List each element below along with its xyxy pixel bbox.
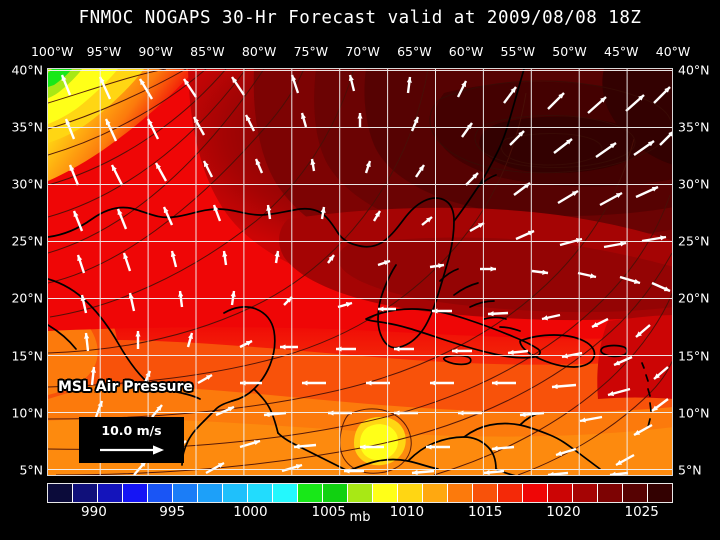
colorbar-swatch-13 bbox=[373, 484, 398, 502]
colorbar-swatch-16 bbox=[448, 484, 473, 502]
latitude-axis-left-tick-7: 5°N bbox=[19, 462, 43, 478]
latitude-axis-right-tick-0: 40°N bbox=[678, 62, 710, 77]
colorbar-swatch-8 bbox=[248, 484, 273, 502]
colorbar-swatch-22 bbox=[598, 484, 623, 502]
colorbar-tick-1005: 1005 bbox=[311, 504, 346, 520]
latitude-axis-right: 40°N 35°N 30°N 25°N 20°N 15°N 10°N 5°N bbox=[675, 62, 720, 478]
colorbar-swatch-17 bbox=[473, 484, 498, 502]
colorbar-unit-label: mb bbox=[349, 510, 371, 525]
colorbar: 990 995 1000 1005 1010 1015 1020 1025 bbox=[47, 483, 673, 520]
colorbar-swatch-10 bbox=[298, 484, 323, 502]
longitude-tick-10: 50°W bbox=[552, 44, 587, 59]
colorbar-swatch-21 bbox=[573, 484, 598, 502]
colorbar-swatch-20 bbox=[548, 484, 573, 502]
colorbar-swatch-6 bbox=[198, 484, 223, 502]
wind-vector-legend: 10.0 m/s bbox=[79, 417, 184, 463]
colorbar-swatch-11 bbox=[323, 484, 348, 502]
longitude-tick-6: 70°W bbox=[345, 44, 380, 59]
latitude-axis-left-tick-2: 30°N bbox=[11, 176, 43, 192]
map-gridlines bbox=[48, 69, 672, 475]
longitude-tick-0: 100°W bbox=[30, 44, 74, 59]
latitude-axis-right-tick-2: 30°N bbox=[678, 176, 710, 192]
colorbar-swatch-19 bbox=[523, 484, 548, 502]
longitude-tick-12: 40°W bbox=[655, 44, 691, 59]
colorbar-swatch-24 bbox=[648, 484, 672, 502]
longitude-tick-11: 45°W bbox=[604, 44, 639, 59]
colorbar-swatch-3 bbox=[123, 484, 148, 502]
field-label: MSL Air Pressure bbox=[58, 379, 193, 395]
latitude-axis-right-tick-6: 10°N bbox=[678, 405, 710, 421]
longitude-tick-9: 55°W bbox=[500, 44, 536, 59]
longitude-tick-4: 80°W bbox=[241, 44, 277, 59]
latitude-axis-left-tick-1: 35°N bbox=[11, 119, 43, 135]
latitude-axis-right-tick-1: 35°N bbox=[678, 119, 710, 135]
colorbar-tick-1025: 1025 bbox=[624, 504, 659, 520]
longitude-tick-8: 60°W bbox=[448, 44, 484, 59]
colorbar-tick-1000: 1000 bbox=[233, 504, 268, 520]
latitude-axis-right-tick-7: 5°N bbox=[678, 462, 702, 478]
map-plot-area: MSL Air Pressure 10.0 m/s bbox=[47, 68, 673, 476]
pressure-field-and-wind-vectors bbox=[48, 69, 672, 475]
colorbar-tick-1010: 1010 bbox=[389, 504, 425, 520]
longitude-axis: 100°W 95°W 90°W 85°W 80°W 75°W 70°W 65°W 60°W 55°… bbox=[31, 44, 690, 62]
colorbar-swatch-18 bbox=[498, 484, 523, 502]
longitude-tick-5: 75°W bbox=[293, 44, 329, 59]
colorbar-tick-990: 990 bbox=[81, 504, 107, 520]
colorbar-tick-labels: 990 995 1000 1005 1010 1015 1020 1025 bbox=[47, 504, 673, 522]
colorbar-swatch-12 bbox=[348, 484, 373, 502]
figure-title: FNMOC NOGAPS 30-Hr Forecast valid at 200… bbox=[78, 8, 642, 28]
wind-vector-legend-arrow-icon bbox=[100, 445, 164, 455]
latitude-axis-right-tick-4: 20°N bbox=[678, 290, 710, 306]
colorbar-swatch-0 bbox=[48, 484, 73, 502]
colorbar-swatch-1 bbox=[73, 484, 98, 502]
colorbar-tick-1020: 1020 bbox=[546, 504, 581, 520]
colorbar-tick-995: 995 bbox=[159, 504, 186, 520]
colorbar-swatch-7 bbox=[223, 484, 248, 502]
longitude-tick-3: 85°W bbox=[190, 44, 225, 59]
latitude-axis-right-tick-3: 25°N bbox=[678, 233, 710, 249]
wind-vector-legend-magnitude: 10.0 m/s bbox=[101, 423, 162, 438]
longitude-tick-7: 65°W bbox=[397, 44, 432, 59]
colorbar-swatch-23 bbox=[623, 484, 648, 502]
latitude-axis-left-tick-3: 25°N bbox=[11, 233, 43, 249]
latitude-axis-right-tick-5: 15°N bbox=[678, 348, 710, 364]
colorbar-swatches bbox=[47, 483, 673, 503]
longitude-tick-2: 90°W bbox=[138, 44, 173, 59]
colorbar-swatch-14 bbox=[398, 484, 423, 502]
colorbar-swatch-5 bbox=[173, 484, 198, 502]
latitude-axis-left-tick-6: 10°N bbox=[11, 405, 43, 421]
latitude-axis-left-tick-5: 15°N bbox=[11, 348, 43, 364]
latitude-axis-left-tick-0: 40°N bbox=[11, 62, 43, 77]
colorbar-swatch-4 bbox=[148, 484, 173, 502]
colorbar-tick-1015: 1015 bbox=[468, 504, 503, 520]
longitude-tick-1: 95°W bbox=[86, 44, 122, 59]
latitude-axis-left: 40°N 35°N 30°N 25°N 20°N 15°N 10°N 5°N bbox=[0, 62, 45, 478]
latitude-axis-left-tick-4: 20°N bbox=[11, 290, 43, 306]
colorbar-swatch-15 bbox=[423, 484, 448, 502]
colorbar-swatch-2 bbox=[98, 484, 123, 502]
colorbar-swatch-9 bbox=[273, 484, 298, 502]
wind-vector-field bbox=[60, 74, 672, 475]
